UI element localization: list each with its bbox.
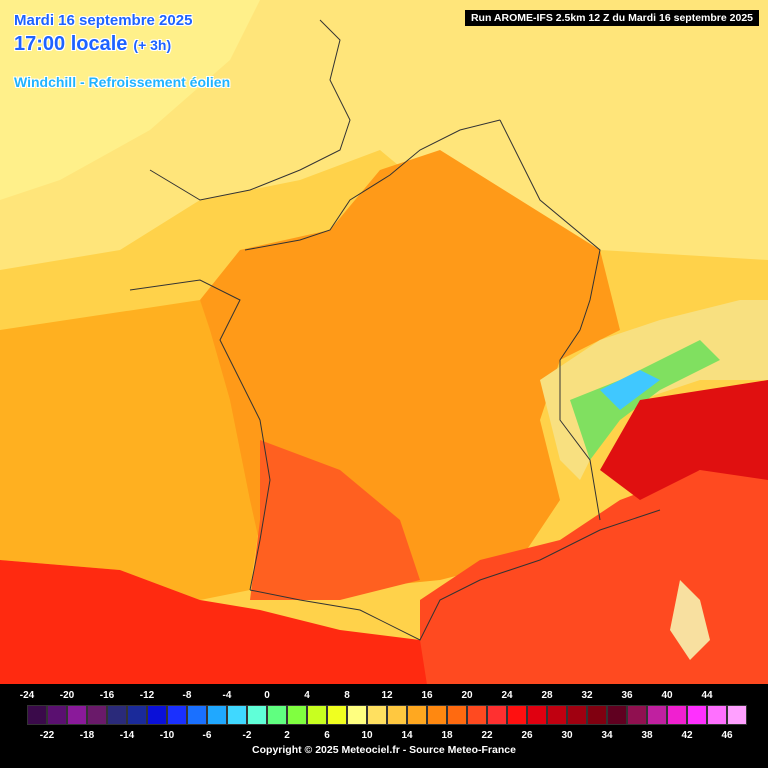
west-coastline — [129, 279, 271, 591]
legend-swatch — [227, 705, 247, 725]
legend-bottom-label: 34 — [601, 730, 613, 741]
legend-bottom-label: 38 — [641, 730, 653, 741]
legend-swatch — [127, 705, 147, 725]
legend-swatch — [667, 705, 687, 725]
legend-swatch — [287, 705, 307, 725]
legend-top-label: 4 — [304, 690, 310, 701]
legend-bottom-label: 22 — [481, 730, 493, 741]
legend-swatch — [367, 705, 387, 725]
legend-top-label: -24 — [19, 690, 35, 701]
map-time: 17:00 locale (+ 3h) — [14, 33, 171, 56]
legend-bottom-label: 46 — [721, 730, 733, 741]
legend-bottom-label: 26 — [521, 730, 533, 741]
legend-top-label: -4 — [222, 690, 232, 701]
northwest-pale-zone — [0, 0, 260, 200]
legend-top-label: -20 — [59, 690, 75, 701]
legend-swatch — [67, 705, 87, 725]
legend-bottom-label: -14 — [119, 730, 135, 741]
south-coastline — [249, 509, 661, 641]
corsica-zone — [670, 580, 710, 660]
legend-swatch — [707, 705, 727, 725]
north-coastline — [244, 119, 501, 251]
atlantic-zone — [0, 300, 260, 600]
legend-top-label: -16 — [99, 690, 115, 701]
legend-swatch — [567, 705, 587, 725]
time-offset: (+ 3h) — [133, 37, 172, 53]
legend-swatch — [187, 705, 207, 725]
legend-swatch — [167, 705, 187, 725]
legend-swatch — [147, 705, 167, 725]
legend-top-label: 24 — [501, 690, 513, 701]
legend-bottom-label: -10 — [159, 730, 175, 741]
legend-swatch — [347, 705, 367, 725]
legend-swatch — [447, 705, 467, 725]
legend-bottom-label: -18 — [79, 730, 95, 741]
color-legend: -24 -20 -16 -12 -8 -4 0 4 8 12 16 20 24 28 32 36 40 44 -22… — [0, 684, 768, 768]
legend-top-label: 44 — [701, 690, 713, 701]
legend-bottom-label: 6 — [324, 730, 330, 741]
legend-top-label: 20 — [461, 690, 473, 701]
britain-coastline — [149, 19, 351, 201]
copyright: Copyright © 2025 Meteociel.fr - Source M… — [252, 744, 516, 756]
east-border — [499, 119, 601, 521]
legend-top-label: -8 — [182, 690, 192, 701]
map-date: Mardi 16 septembre 2025 — [14, 12, 193, 29]
legend-bar — [27, 705, 747, 725]
legend-swatch — [527, 705, 547, 725]
italy-north-zone — [600, 380, 768, 500]
legend-bottom-label: 18 — [441, 730, 453, 741]
map-parameter: Windchill - Refroissement éolien — [14, 74, 231, 90]
legend-swatch — [247, 705, 267, 725]
legend-swatch — [607, 705, 627, 725]
legend-swatch — [727, 705, 747, 725]
legend-top-label: 32 — [581, 690, 593, 701]
legend-swatch — [207, 705, 227, 725]
legend-swatch — [547, 705, 567, 725]
legend-swatch — [87, 705, 107, 725]
legend-bottom-label: 30 — [561, 730, 573, 741]
legend-swatch — [627, 705, 647, 725]
run-label: Run AROME-IFS 2.5km 12 Z du Mardi 16 sep… — [464, 10, 759, 26]
southwest-zone — [250, 440, 420, 600]
legend-bottom-label: 10 — [361, 730, 373, 741]
legend-swatch — [427, 705, 447, 725]
legend-bottom-label: 42 — [681, 730, 693, 741]
legend-top-label: 40 — [661, 690, 673, 701]
legend-background — [0, 684, 768, 768]
legend-top-label: -12 — [139, 690, 155, 701]
legend-swatch — [587, 705, 607, 725]
legend-swatch — [467, 705, 487, 725]
legend-top-label: 28 — [541, 690, 553, 701]
legend-bottom-label: 14 — [401, 730, 413, 741]
alps-peak-zone — [600, 370, 660, 410]
legend-bottom-label: -2 — [242, 730, 252, 741]
legend-bottom-label: -22 — [39, 730, 55, 741]
local-time: 17:00 locale — [14, 33, 128, 55]
legend-top-label: 12 — [381, 690, 393, 701]
legend-swatch — [47, 705, 67, 725]
legend-swatch — [267, 705, 287, 725]
legend-top-label: 8 — [344, 690, 350, 701]
legend-swatch — [327, 705, 347, 725]
legend-swatch — [407, 705, 427, 725]
legend-swatch — [687, 705, 707, 725]
legend-swatch — [387, 705, 407, 725]
legend-top-label: 36 — [621, 690, 633, 701]
legend-top-label: 0 — [264, 690, 270, 701]
legend-swatch — [27, 705, 47, 725]
legend-swatch — [647, 705, 667, 725]
legend-swatch — [487, 705, 507, 725]
legend-bottom-label: -6 — [202, 730, 212, 741]
legend-bottom-label: 2 — [284, 730, 290, 741]
legend-top-label: 16 — [421, 690, 433, 701]
legend-swatch — [307, 705, 327, 725]
legend-swatch — [507, 705, 527, 725]
mediterranean-zone — [420, 430, 768, 768]
legend-swatch — [107, 705, 127, 725]
